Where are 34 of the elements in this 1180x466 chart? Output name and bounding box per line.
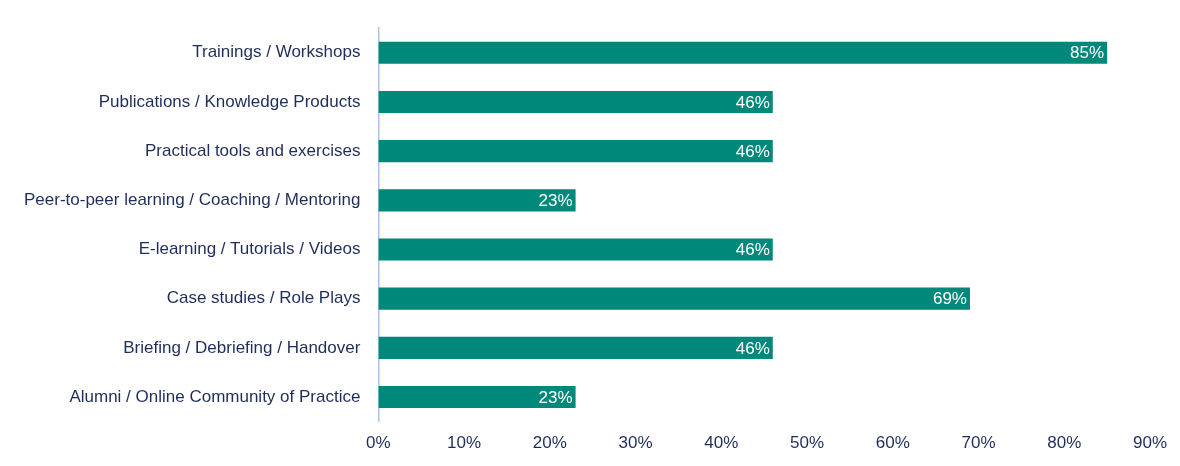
data-label: 46% bbox=[735, 240, 770, 260]
x-tick-label: 20% bbox=[532, 433, 567, 453]
x-tick-label: 90% bbox=[1132, 433, 1168, 453]
data-label: 23% bbox=[538, 387, 573, 407]
data-label: 46% bbox=[735, 92, 770, 112]
y-tick-label: Alumni / Online Community of Practice bbox=[69, 386, 361, 406]
y-tick-label: Practical tools and exercises bbox=[144, 140, 361, 160]
data-label: 69% bbox=[932, 289, 967, 309]
x-tick-label: 30% bbox=[618, 433, 653, 453]
x-tick-label: 50% bbox=[790, 433, 825, 453]
y-tick-label: Peer-to-peer learning / Coaching / Mentoring bbox=[24, 190, 361, 209]
y-tick-label: Case studies / Role Plays bbox=[166, 288, 361, 308]
y-tick-label: Briefing / Debriefing / Handover bbox=[123, 337, 361, 357]
y-tick-label: Publications / Knowledge Products bbox=[98, 91, 361, 111]
data-label: 85% bbox=[1070, 43, 1105, 63]
bar bbox=[378, 140, 773, 163]
bar bbox=[378, 41, 1108, 64]
x-tick-label: 10% bbox=[447, 433, 482, 453]
x-tick-label: 60% bbox=[875, 433, 910, 453]
y-tick-label: E-learning / Tutorials / Videos bbox=[138, 239, 361, 259]
data-label: 23% bbox=[538, 191, 573, 210]
x-tick-label: 80% bbox=[1047, 433, 1082, 453]
x-tick-label: 40% bbox=[704, 433, 739, 453]
data-label: 46% bbox=[735, 141, 770, 161]
bar bbox=[378, 90, 773, 114]
bar bbox=[378, 189, 576, 212]
y-tick-label: Trainings / Workshops bbox=[192, 42, 361, 62]
bar bbox=[378, 385, 576, 409]
bar bbox=[378, 287, 970, 310]
x-tick-label: 0% bbox=[366, 433, 391, 453]
data-label: 46% bbox=[735, 338, 770, 358]
bar bbox=[378, 238, 773, 261]
bar bbox=[378, 336, 773, 359]
x-tick-label: 70% bbox=[961, 433, 996, 453]
